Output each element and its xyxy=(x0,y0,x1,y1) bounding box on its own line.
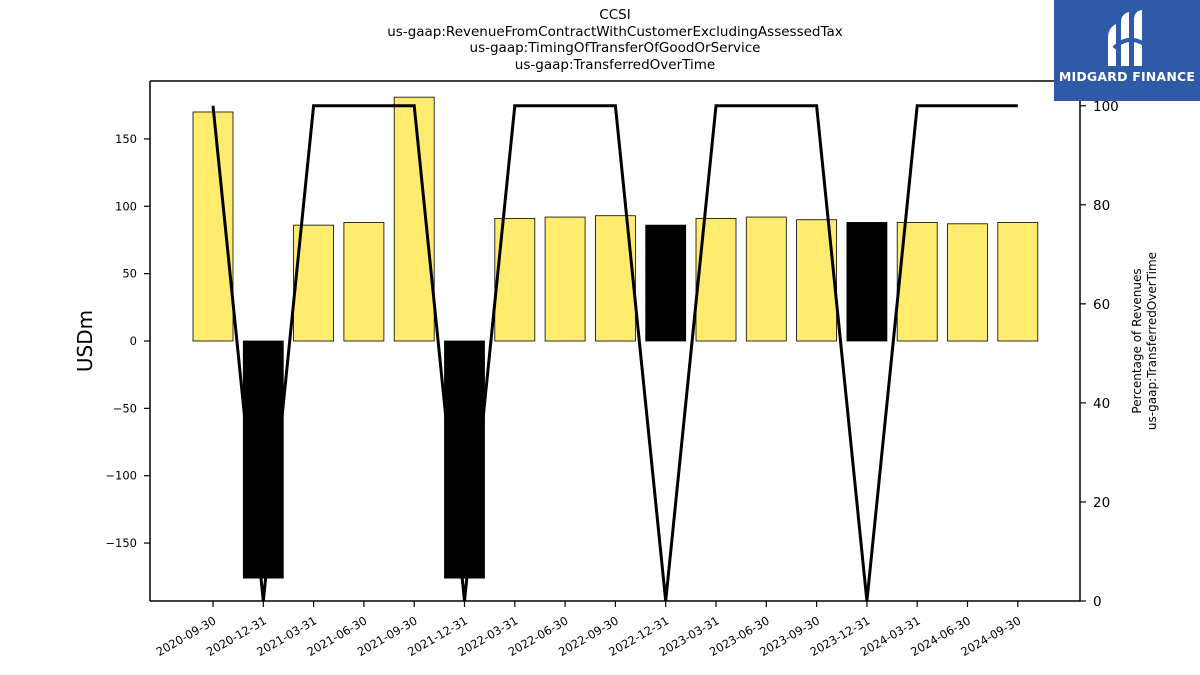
y2-tick-label: 60 xyxy=(1093,297,1110,313)
y2-tick-label: 0 xyxy=(1093,594,1102,610)
y-tick-label: −150 xyxy=(105,536,137,550)
bar-2024-09-30 xyxy=(997,222,1039,342)
y-axis-label: USDm xyxy=(73,310,97,372)
y2-tick-label: 80 xyxy=(1093,198,1110,214)
y-tick-label: 50 xyxy=(122,267,137,281)
title-line-concept: us-gaap:RevenueFromContractWithCustomerE… xyxy=(387,23,843,40)
y2-axis-label-line1: Percentage of Revenues xyxy=(1130,268,1144,413)
title-line-axis: us-gaap:TimingOfTransferOfGoodOrService xyxy=(469,40,761,56)
y-tick-label: −100 xyxy=(105,469,137,483)
bar-2024-06-30 xyxy=(947,223,988,342)
bar-2023-12-31 xyxy=(846,222,888,342)
bar-2023-06-30 xyxy=(745,216,787,342)
title-line-ticker: CCSI xyxy=(599,7,631,23)
title-line-member: us-gaap:TransferredOverTime xyxy=(514,56,716,73)
bar-2020-09-30 xyxy=(192,111,234,342)
percentage-line xyxy=(211,104,1018,602)
y-tick-label: 150 xyxy=(115,132,137,146)
y-tick-label: 100 xyxy=(115,199,137,213)
y2-tick-label: 100 xyxy=(1093,99,1119,115)
bar-2021-09-30 xyxy=(393,96,435,342)
y2-tick-label: 40 xyxy=(1093,396,1110,412)
bar-2022-12-31 xyxy=(645,224,687,342)
y2-axis-label-line2: us-gaap:TransferredOverTime xyxy=(1145,252,1159,430)
midgard-finance-logo: MIDGARD FINANCE xyxy=(1054,0,1200,101)
y-tick-label: 0 xyxy=(130,334,137,348)
bar-2021-06-30 xyxy=(343,222,385,342)
y-tick-label: −50 xyxy=(113,401,137,415)
logo-text: MIDGARD FINANCE xyxy=(1058,69,1196,84)
midgard-logo-icon xyxy=(1108,10,1146,66)
chart-title: CCSI us-gaap:RevenueFromContractWithCust… xyxy=(150,7,1080,73)
bar-2022-06-30 xyxy=(544,216,586,342)
y2-tick-label: 20 xyxy=(1093,495,1110,511)
